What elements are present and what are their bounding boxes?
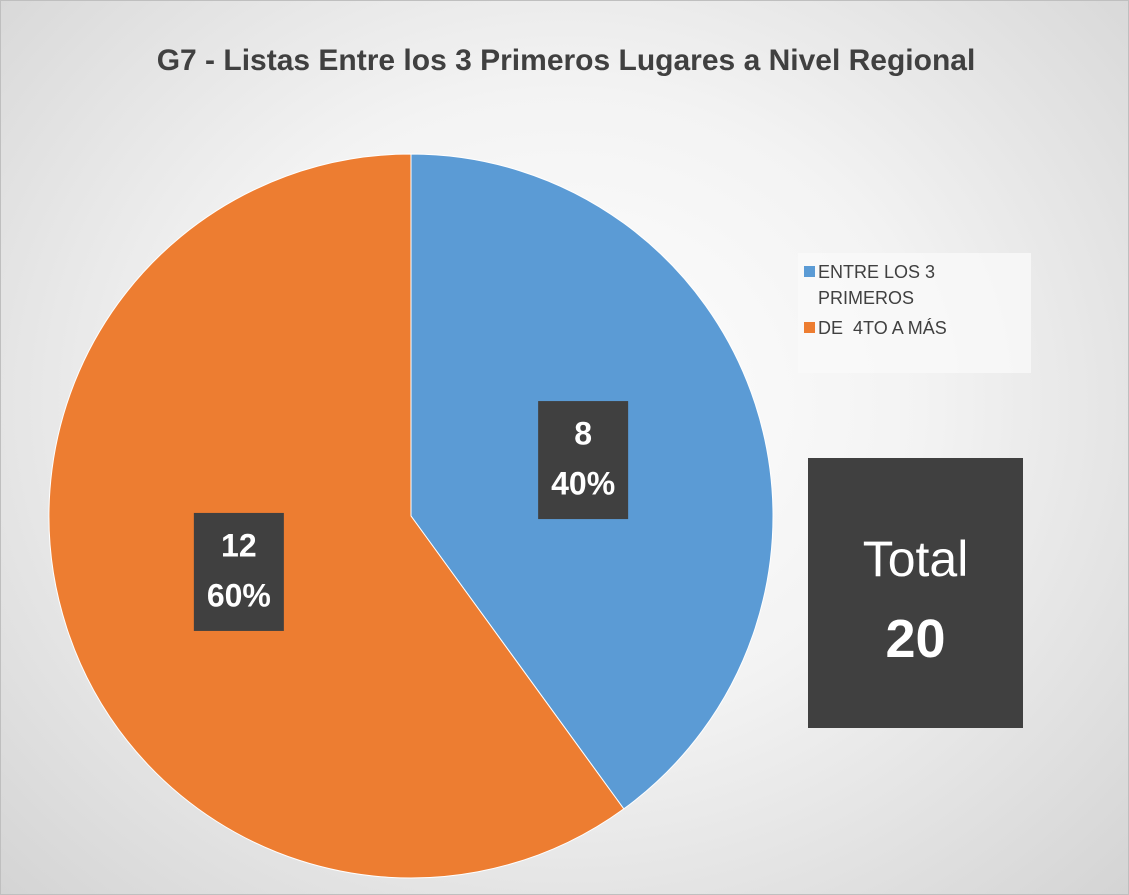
data-label-percent: 60% (207, 577, 271, 613)
data-label-value: 8 (574, 416, 592, 452)
data-label-box (193, 512, 284, 631)
total-box: Total 20 (808, 458, 1023, 728)
total-label: Total (862, 531, 969, 587)
legend: ENTRE LOS 3 PRIMEROS DE 4TO A MÁS (798, 253, 1031, 373)
data-label: 840% (538, 401, 629, 520)
legend-item: DE 4TO A MÁS (804, 315, 1018, 341)
legend-swatch (804, 322, 815, 333)
data-label-percent: 40% (551, 466, 615, 502)
chart-title: G7 - Listas Entre los 3 Primeros Lugares… (156, 44, 976, 77)
pie-slice (48, 153, 625, 879)
total-value: 20 (885, 609, 946, 669)
legend-label: DE 4TO A MÁS (818, 318, 947, 338)
legend-label: ENTRE LOS 3 PRIMEROS (818, 262, 941, 308)
data-label-value: 12 (221, 527, 257, 563)
data-label-box (538, 401, 629, 520)
legend-item: ENTRE LOS 3 PRIMEROS (804, 259, 1018, 311)
legend-swatch (804, 266, 815, 277)
